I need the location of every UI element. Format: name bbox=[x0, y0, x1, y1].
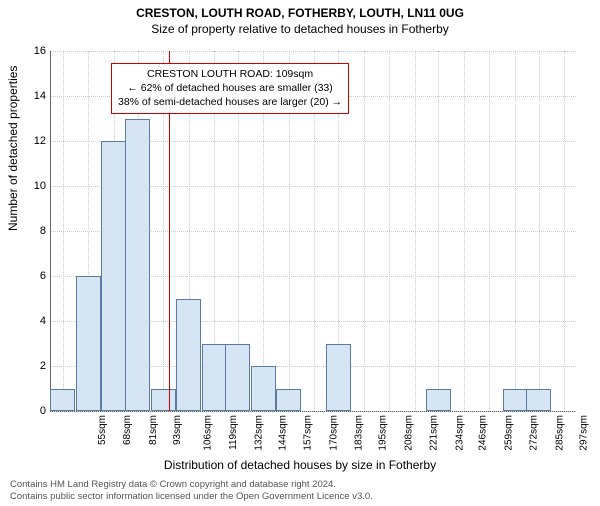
gridline-v bbox=[489, 51, 490, 411]
histogram-bar bbox=[526, 389, 551, 412]
footer-line-2: Contains public sector information licen… bbox=[10, 491, 373, 502]
plot-region: 024681012141655sqm68sqm81sqm93sqm106sqm1… bbox=[50, 51, 576, 412]
annotation-box: CRESTON LOUTH ROAD: 109sqm← 62% of detac… bbox=[111, 63, 349, 114]
xtick-label: 68sqm bbox=[122, 415, 133, 445]
footer-line-1: Contains HM Land Registry data © Crown c… bbox=[10, 479, 373, 490]
gridline-v bbox=[438, 51, 439, 411]
xtick-label: 157sqm bbox=[303, 415, 314, 451]
histogram-bar bbox=[76, 276, 101, 411]
xtick-label: 144sqm bbox=[277, 415, 288, 451]
xtick-label: 170sqm bbox=[328, 415, 339, 451]
xtick-label: 234sqm bbox=[454, 415, 465, 451]
chart-container: CRESTON, LOUTH ROAD, FOTHERBY, LOUTH, LN… bbox=[0, 6, 600, 506]
ytick-label: 0 bbox=[26, 405, 46, 417]
gridline-v bbox=[539, 51, 540, 411]
ytick-label: 2 bbox=[26, 360, 46, 372]
gridline-v bbox=[364, 51, 365, 411]
ytick-label: 6 bbox=[26, 270, 46, 282]
y-axis-label: Number of detached properties bbox=[6, 66, 20, 231]
histogram-bar bbox=[503, 389, 528, 412]
x-axis-label: Distribution of detached houses by size … bbox=[0, 458, 600, 472]
annotation-line-1: CRESTON LOUTH ROAD: 109sqm bbox=[118, 67, 342, 81]
histogram-bar bbox=[202, 344, 227, 412]
gridline-v bbox=[63, 51, 64, 411]
xtick-label: 246sqm bbox=[478, 415, 489, 451]
histogram-bar bbox=[326, 344, 351, 412]
gridline-v bbox=[464, 51, 465, 411]
gridline-h bbox=[51, 411, 576, 412]
xtick-label: 93sqm bbox=[172, 415, 183, 445]
histogram-bar bbox=[101, 141, 126, 411]
footer-attribution: Contains HM Land Registry data © Crown c… bbox=[10, 479, 373, 502]
xtick-label: 81sqm bbox=[148, 415, 159, 445]
annotation-line-3: 38% of semi-detached houses are larger (… bbox=[118, 95, 342, 109]
histogram-bar bbox=[151, 389, 176, 412]
histogram-bar bbox=[251, 366, 276, 411]
histogram-bar bbox=[225, 344, 250, 412]
title-main: CRESTON, LOUTH ROAD, FOTHERBY, LOUTH, LN… bbox=[0, 6, 600, 20]
histogram-bar bbox=[276, 389, 301, 412]
chart-area: 024681012141655sqm68sqm81sqm93sqm106sqm1… bbox=[50, 51, 575, 411]
xtick-label: 183sqm bbox=[354, 415, 365, 451]
xtick-label: 272sqm bbox=[529, 415, 540, 451]
ytick-label: 8 bbox=[26, 225, 46, 237]
histogram-bar bbox=[176, 299, 201, 412]
ytick-label: 16 bbox=[26, 45, 46, 57]
histogram-bar bbox=[426, 389, 451, 412]
xtick-label: 208sqm bbox=[403, 415, 414, 451]
xtick-label: 297sqm bbox=[578, 415, 589, 451]
xtick-label: 106sqm bbox=[203, 415, 214, 451]
xtick-label: 132sqm bbox=[254, 415, 265, 451]
ytick-label: 4 bbox=[26, 315, 46, 327]
ytick-label: 12 bbox=[26, 135, 46, 147]
xtick-label: 119sqm bbox=[227, 415, 238, 450]
histogram-bar bbox=[125, 119, 150, 412]
xtick-label: 55sqm bbox=[97, 415, 108, 445]
gridline-v bbox=[564, 51, 565, 411]
annotation-line-2: ← 62% of detached houses are smaller (33… bbox=[118, 81, 342, 95]
histogram-bar bbox=[50, 389, 75, 412]
title-sub: Size of property relative to detached ho… bbox=[0, 22, 600, 36]
gridline-v bbox=[515, 51, 516, 411]
gridline-v bbox=[415, 51, 416, 411]
xtick-label: 221sqm bbox=[429, 415, 440, 451]
ytick-label: 10 bbox=[26, 180, 46, 192]
xtick-label: 259sqm bbox=[503, 415, 514, 451]
xtick-label: 195sqm bbox=[378, 415, 389, 451]
ytick-label: 14 bbox=[26, 90, 46, 102]
xtick-label: 285sqm bbox=[555, 415, 566, 451]
gridline-v bbox=[389, 51, 390, 411]
